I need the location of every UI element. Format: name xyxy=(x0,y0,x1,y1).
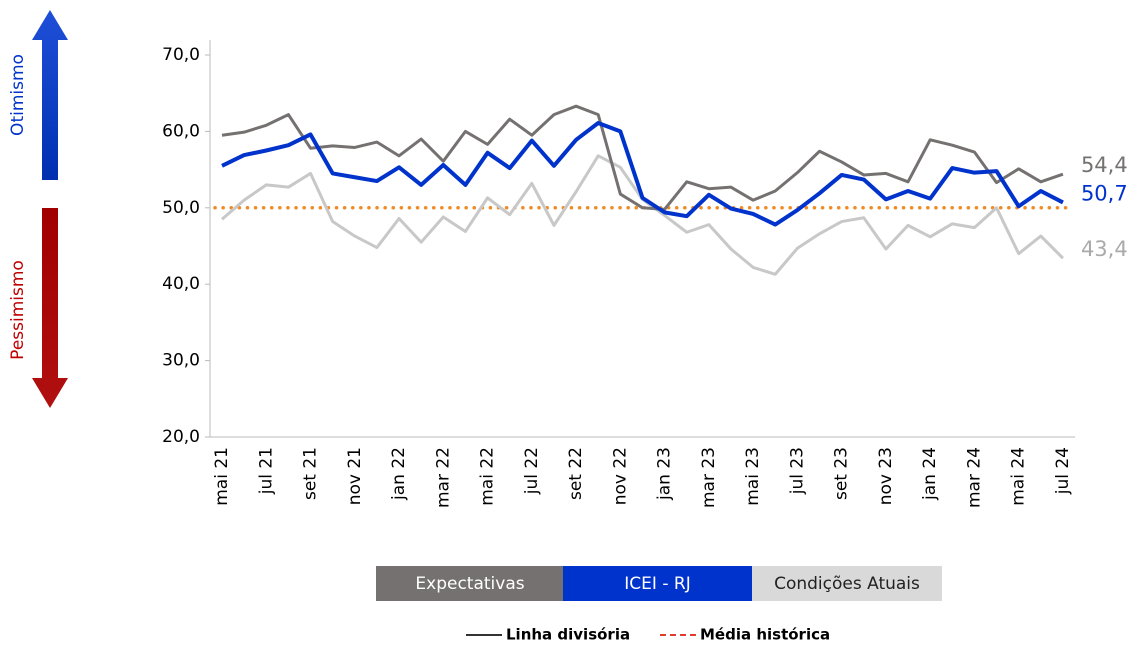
x-tick-label: mai 22 xyxy=(478,447,498,506)
x-tick-label: jan 23 xyxy=(655,447,675,501)
x-tick-label: mar 24 xyxy=(964,447,984,508)
x-tick-label: mai 24 xyxy=(1009,447,1029,506)
y-tick-label: 40,0 xyxy=(162,274,200,294)
x-tick-label: mar 23 xyxy=(699,447,719,508)
legend-box xyxy=(752,566,942,601)
x-tick-label: nov 22 xyxy=(610,447,630,505)
legend-label: Expectativas xyxy=(415,574,524,594)
optimism-label: Otimismo xyxy=(8,54,28,136)
x-tick-label: jul 23 xyxy=(787,447,807,495)
value-label: 54,4 xyxy=(1081,153,1128,177)
x-tick-label: jan 24 xyxy=(920,447,940,501)
x-tick-label: set 21 xyxy=(301,447,321,500)
x-tick-label: jul 24 xyxy=(1053,447,1073,495)
x-tick-label: nov 21 xyxy=(345,447,365,505)
value-label: 43,4 xyxy=(1081,237,1128,261)
x-tick-label: jul 22 xyxy=(522,447,542,495)
y-tick-label: 20,0 xyxy=(162,427,200,447)
x-tick-label: jan 22 xyxy=(389,447,409,501)
value-label: 50,7 xyxy=(1081,181,1128,205)
legend-label: Média histórica xyxy=(700,626,830,644)
optimism-arrow xyxy=(32,10,68,180)
series-line xyxy=(221,154,1065,276)
legend-box xyxy=(563,566,752,601)
legend-label: Condições Atuais xyxy=(774,574,920,594)
x-tick-label: nov 23 xyxy=(876,447,896,505)
y-tick-label: 30,0 xyxy=(162,351,200,371)
y-tick-label: 70,0 xyxy=(162,45,200,65)
y-tick-label: 50,0 xyxy=(162,198,200,218)
x-tick-label: mar 22 xyxy=(433,447,453,508)
pessimism-arrow xyxy=(32,208,68,408)
x-tick-label: set 23 xyxy=(832,447,852,500)
x-tick-label: mai 23 xyxy=(743,447,763,506)
series-line xyxy=(221,104,1064,211)
x-tick-label: jul 21 xyxy=(256,447,276,495)
x-tick-label: set 22 xyxy=(566,447,586,500)
legend-label: Linha divisória xyxy=(506,626,630,644)
pessimism-label: Pessimismo xyxy=(8,260,28,360)
x-tick-label: mai 21 xyxy=(212,447,232,506)
series-line xyxy=(221,120,1064,227)
legend-label: ICEI - RJ xyxy=(624,574,690,594)
y-tick-label: 60,0 xyxy=(162,121,200,141)
legend-box xyxy=(376,566,564,601)
